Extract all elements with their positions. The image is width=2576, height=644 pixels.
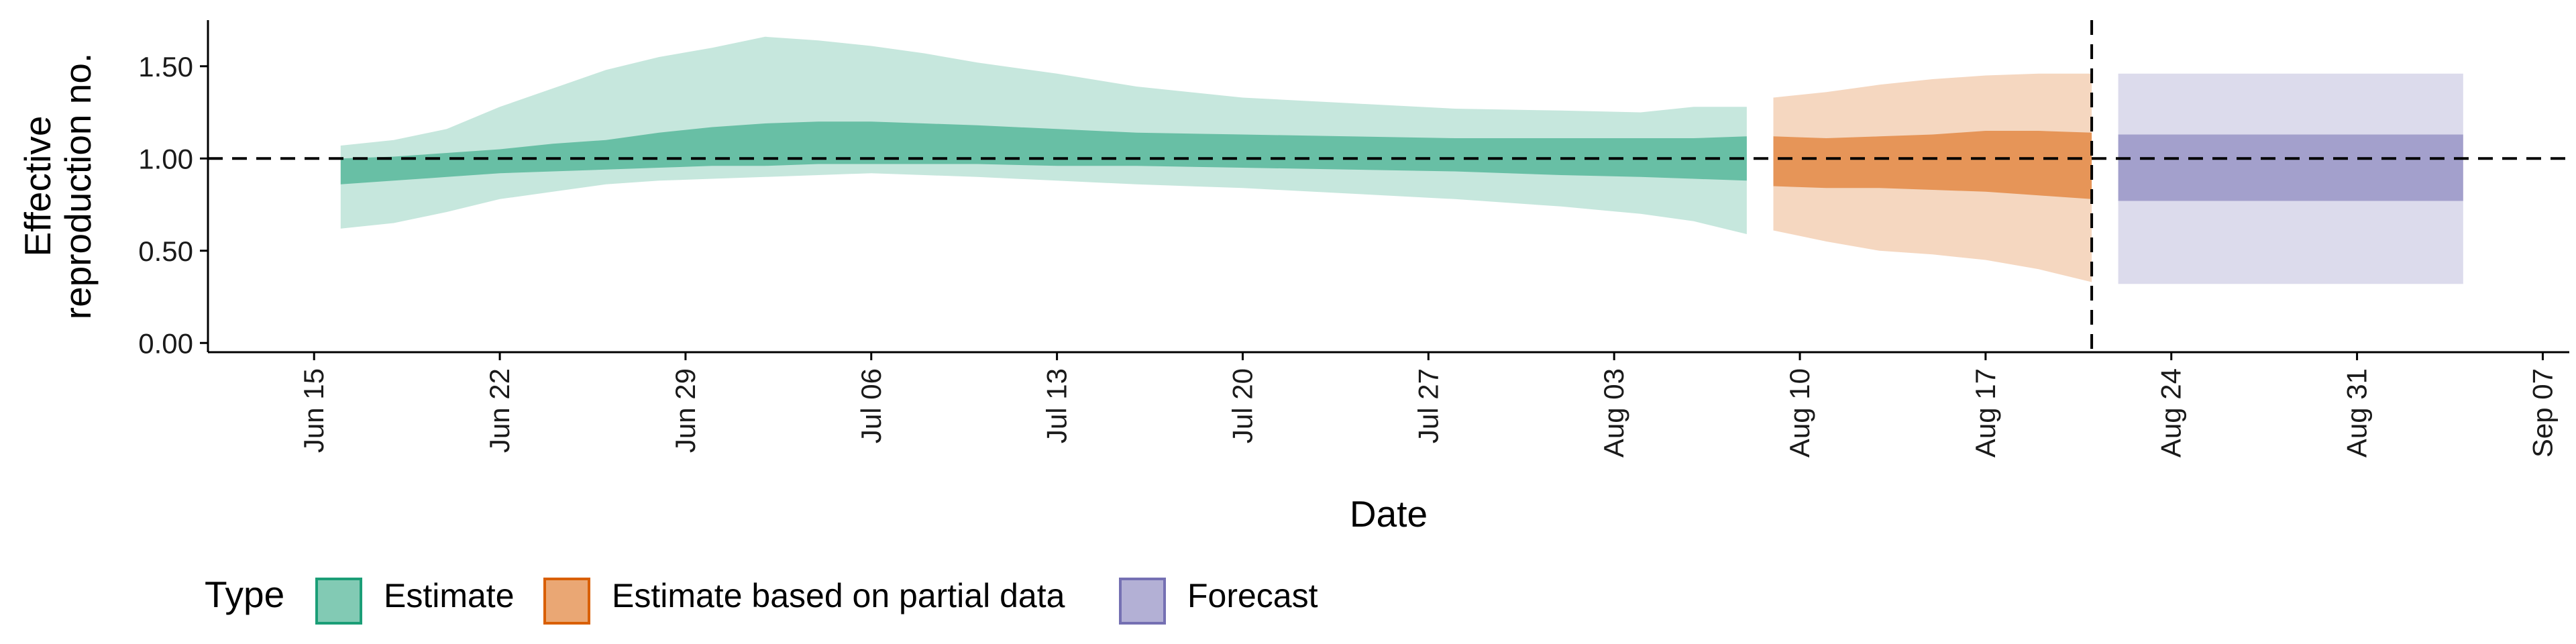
band-50-series-2 (1773, 131, 2092, 199)
x-tick-label: Jun 29 (669, 368, 701, 453)
y-axis-ticks: 0.00 0.50 1.00 1.50 (138, 51, 208, 359)
y-axis-title: Effectivereproduction no. (17, 53, 99, 320)
x-tick-label: Jul 13 (1041, 368, 1073, 443)
y-tick-label: 1.00 (138, 143, 193, 174)
y-tick-label: 1.50 (138, 51, 193, 83)
legend-swatch (543, 578, 590, 625)
legend-title: Type (205, 574, 284, 615)
legend-label: Estimate (384, 577, 515, 614)
x-tick-label: Aug 03 (1598, 368, 1629, 458)
x-tick-label: Jun 15 (298, 368, 329, 453)
band-50-series-3 (2118, 134, 2463, 201)
x-tick-label: Aug 24 (2155, 368, 2187, 458)
y-axis-title-line: reproduction no. (57, 53, 99, 320)
legend-label: Estimate based on partial data (612, 577, 1065, 614)
x-tick-label: Aug 10 (1784, 368, 1815, 458)
y-tick-label: 0.00 (138, 327, 193, 359)
legend-label: Forecast (1187, 577, 1318, 614)
bands-layer (340, 36, 2463, 284)
legend-swatch (315, 578, 362, 625)
x-tick-label: Aug 17 (1970, 368, 2001, 458)
band-50-series-1 (340, 121, 1747, 184)
x-tick-label: Aug 31 (2341, 368, 2373, 458)
legend: Type Estimate Estimate based on partial da… (205, 574, 1318, 625)
x-tick-label: Jul 27 (1412, 368, 1444, 443)
x-axis-title: Date (1350, 493, 1428, 535)
x-tick-label: Sep 07 (2526, 368, 2558, 458)
legend-swatch (1119, 578, 1166, 625)
y-tick-label: 0.50 (138, 235, 193, 267)
x-axis-ticks: Jun 15 Jun 22 Jun 29 Jul 06 Jul 13 Jul 20 Jul … (298, 352, 2558, 458)
x-tick-label: Jun 22 (484, 368, 515, 453)
y-axis-title-line: Effective (17, 116, 58, 257)
x-tick-label: Jul 20 (1226, 368, 1258, 443)
x-tick-label: Jul 06 (855, 368, 887, 443)
